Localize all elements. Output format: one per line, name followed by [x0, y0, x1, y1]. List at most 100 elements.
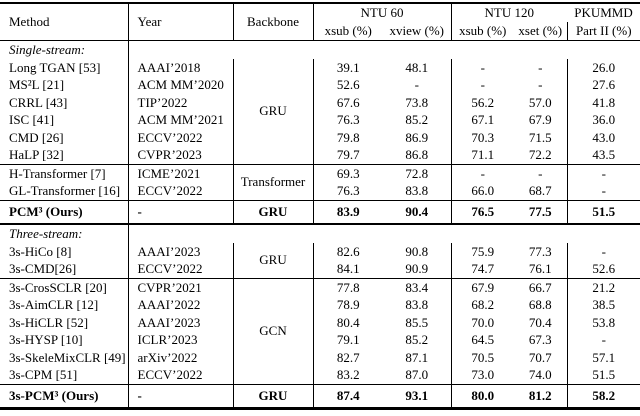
value-cell: 57.1	[592, 349, 616, 365]
value-cell: -	[480, 77, 485, 92]
value-cell: 36.0	[592, 112, 616, 127]
value-cell: 51.5	[567, 366, 640, 385]
value-cell: -	[601, 165, 606, 181]
col-group-ntu120: NTU 120	[484, 5, 534, 20]
value-cell: 66.7	[514, 278, 568, 296]
method-cell: HaLP [32]	[0, 146, 129, 165]
backbone-cell: GCN	[233, 278, 314, 385]
value-cell: 71.5	[514, 128, 568, 146]
value-cell: 87.4	[336, 388, 360, 403]
value-cell: 80.0	[471, 388, 495, 403]
table-row: 3s-HYSP [10] ICLR’2023 79.1 85.2 64.5 67.3 -	[0, 331, 640, 349]
value-cell: 21.2	[592, 279, 616, 295]
value-cell: 82.7	[336, 349, 360, 365]
value-cell: 72.8	[383, 164, 452, 182]
year-cell: ACM MM’2020	[128, 76, 234, 94]
value-cell: 75.9	[471, 243, 495, 259]
value-cell: 74.0	[514, 366, 568, 385]
backbone-cell: GRU	[233, 384, 314, 409]
value-cell: 52.6	[567, 260, 640, 279]
year-cell: AAAI’2023	[128, 242, 234, 260]
col-group-ntu60: NTU 60	[313, 3, 452, 22]
value-cell: 76.3	[336, 112, 360, 127]
table-row: ISC [41] ACM MM’2021 76.3 85.2 67.1 67.9 36.0	[0, 111, 640, 129]
section-label-cell: Single-stream:	[0, 40, 129, 59]
year-cell: -	[128, 384, 234, 409]
year-cell: ICME’2021	[128, 164, 234, 182]
year-cell: AAAI’2018	[128, 58, 234, 76]
value-cell: 73.8	[383, 93, 452, 111]
table-row: CMD [26] ECCV’2022 79.8 86.9 70.3 71.5 43.0	[0, 128, 640, 146]
value-cell: 90.9	[383, 260, 452, 279]
table-row: 3s-CrosSCLR [20] CVPR’2021 GCN 77.8 83.4 67.9…	[0, 278, 640, 385]
value-cell: 70.3	[471, 129, 495, 145]
col-header-year: Year	[128, 3, 234, 41]
year-cell: arXiv’2022	[128, 348, 234, 366]
value-cell: -	[480, 59, 485, 75]
value-cell: 80.4	[336, 314, 360, 330]
value-cell: 76.1	[514, 260, 568, 279]
value-cell: 83.9	[313, 200, 383, 225]
section-label-row: Three-stream:	[0, 224, 640, 243]
table-row: 3s-HiCo [8] AAAI’2023 GRU 82.6 90.8 75.9 77.3 -	[0, 242, 640, 279]
value-cell: -	[514, 58, 568, 76]
method-cell: 3s-PCM³ (Ours)	[0, 384, 129, 409]
value-cell: 76.5	[451, 200, 514, 225]
year-cell: ACM MM’2021	[128, 111, 234, 129]
value-cell: 41.8	[592, 94, 616, 110]
value-cell: 70.5	[471, 349, 495, 365]
value-cell: 67.9	[471, 279, 495, 295]
table-row: CRRL [43] TIP’2022 67.6 73.8 56.2 57.0 41.8	[0, 93, 640, 111]
header-row-subcolumns: xsub (%) xview (%) xsub (%) xset (%) Par…	[0, 22, 640, 41]
value-cell: 68.8	[514, 296, 568, 314]
table-row: 3s-CPM [51] ECCV’2022 83.2 87.0 73.0 74.0 51.5	[0, 366, 640, 385]
method-cell: 3s-CPM [51]	[0, 366, 129, 385]
value-cell: -	[383, 76, 452, 94]
value-cell: 66.0	[451, 182, 514, 201]
value-cell: 71.1	[451, 146, 514, 165]
header-row-groups: Method Year Backbone NTU 60 NTU 120 PKUM…	[0, 3, 640, 41]
year-cell: ECCV’2022	[128, 260, 234, 279]
value-cell: 90.8	[383, 242, 452, 260]
year-cell: ICLR’2023	[128, 331, 234, 349]
method-cell: Long TGAN [53]	[0, 58, 129, 76]
value-cell: 79.7	[313, 146, 383, 165]
value-cell: 68.7	[514, 182, 568, 201]
year-cell: ECCV’2022	[128, 366, 234, 385]
value-cell: 77.3	[514, 242, 568, 260]
value-cell: -	[601, 332, 606, 347]
value-cell: 67.6	[336, 94, 360, 110]
table-row: 3s-HiCLR [52] AAAI’2023 80.4 85.5 70.0 70.4 53…	[0, 313, 640, 331]
value-cell: 77.5	[514, 200, 568, 225]
value-cell: 26.0	[592, 59, 616, 75]
backbone-cell: GRU	[233, 58, 314, 165]
value-cell: 84.1	[313, 260, 383, 279]
value-cell: 38.5	[592, 297, 616, 312]
method-cell: 3s-CrosSCLR [20]	[0, 278, 129, 296]
value-cell: 27.6	[592, 77, 616, 92]
method-cell: 3s-HYSP [10]	[0, 331, 129, 349]
method-cell: CMD [26]	[0, 128, 129, 146]
table-header: Method Year Backbone NTU 60 NTU 120 PKUM…	[0, 3, 640, 41]
method-cell: H-Transformer [7]	[0, 164, 129, 182]
col-header-ntu120-xsub: xsub (%)	[451, 22, 514, 41]
year-cell: AAAI’2023	[128, 313, 234, 331]
method-cell: CRRL [43]	[0, 93, 129, 111]
value-cell: 76.3	[313, 182, 383, 201]
col-header-ntu60-xsub: xsub (%)	[313, 22, 383, 41]
table-row: HaLP [32] CVPR’2023 79.7 86.8 71.1 72.2 43.5	[0, 146, 640, 165]
value-cell: 79.8	[336, 129, 360, 145]
year-cell: ECCV’2022	[128, 182, 234, 201]
value-cell: 83.8	[383, 182, 452, 201]
col-header-ntu60-xview: xview (%)	[383, 22, 452, 41]
value-cell: 85.5	[383, 313, 452, 331]
value-cell: 81.2	[514, 384, 568, 409]
value-cell: 69.3	[336, 165, 360, 181]
table-row: Long TGAN [53] AAAI’2018 GRU 39.1 48.1- -26.0	[0, 58, 640, 165]
backbone-cell: GRU	[233, 242, 314, 279]
year-cell: ECCV’2022	[128, 128, 234, 146]
value-cell: 74.7	[451, 260, 514, 279]
value-cell: 85.2	[383, 331, 452, 349]
value-cell: 86.9	[383, 128, 452, 146]
backbone-cell: Transformer	[233, 164, 314, 201]
